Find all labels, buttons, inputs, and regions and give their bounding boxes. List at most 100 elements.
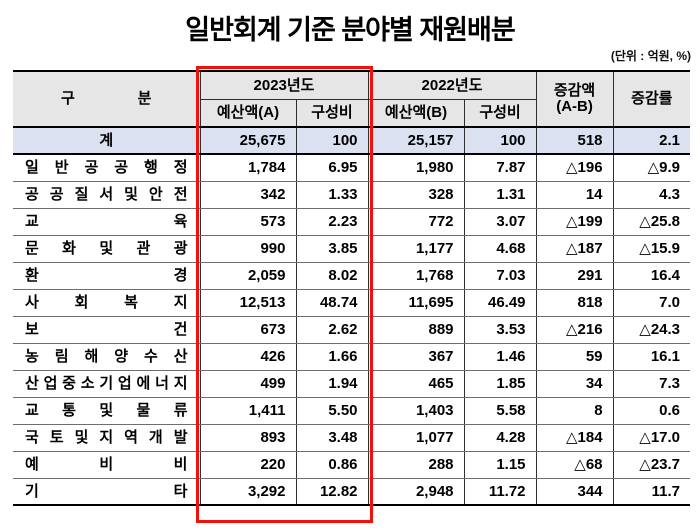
unit-note: (단위 : 억원, %) [610, 49, 691, 63]
value-cell: 1,980 [367, 154, 465, 182]
value-cell: 1,784 [199, 154, 297, 182]
value-cell: 4.28 [463, 424, 537, 452]
table-row: 문 화 및 관 광 990 3.85 1,177 4.68 △187 △15.9 [12, 235, 691, 263]
value-cell: 573 [199, 208, 297, 236]
value-cell: 499 [199, 370, 297, 398]
category-cell: 공 공 질 서 및 안 전 [12, 181, 201, 209]
table-row: 일 반 공 공 행 정 1,784 6.95 1,980 7.87 △196 △9.9 [12, 154, 691, 182]
value-cell: △25.8 [612, 208, 691, 236]
value-cell: 14 [535, 181, 614, 209]
budget-table: 구 분 2023년도 2022년도 증감액 (A-B) 증감률 예산액(A) 구… [12, 70, 691, 506]
value-cell: 1.66 [295, 343, 369, 371]
header-ratio-2023: 구성비 [295, 99, 369, 128]
table-row: 공 공 질 서 및 안 전 342 1.33 328 1.31 14 4.3 [12, 181, 691, 209]
value-cell: 1,403 [367, 397, 465, 425]
value-cell: 7.3 [612, 370, 691, 398]
value-cell: 11.72 [463, 478, 537, 506]
value-cell: 4.68 [463, 235, 537, 263]
value-cell: 465 [367, 370, 465, 398]
value-cell: △216 [535, 316, 614, 344]
value-cell: 34 [535, 370, 614, 398]
category-cell: 문 화 및 관 광 [12, 235, 201, 263]
value-cell: 1.46 [463, 343, 537, 371]
header-year-2022: 2022년도 [367, 71, 537, 100]
header-diff: 증감액 (A-B) [535, 71, 614, 128]
category-cell: 기 타 [12, 478, 201, 506]
value-cell: 2,059 [199, 262, 297, 290]
table-row: 환 경 2,059 8.02 1,768 7.03 291 16.4 [12, 262, 691, 290]
header-row-groups: 구 분 2023년도 2022년도 증감액 (A-B) 증감률 [12, 71, 691, 128]
value-cell: △68 [535, 451, 614, 479]
header-category: 구 분 [12, 71, 201, 128]
header-rate: 증감률 [612, 71, 691, 128]
value-cell: 5.50 [295, 397, 369, 425]
value-cell: 0.6 [612, 397, 691, 425]
table-row: 보 건 673 2.62 889 3.53 △216 △24.3 [12, 316, 691, 344]
value-cell: △199 [535, 208, 614, 236]
value-cell: 16.1 [612, 343, 691, 371]
value-cell: 893 [199, 424, 297, 452]
value-cell: 7.03 [463, 262, 537, 290]
value-cell: △196 [535, 154, 614, 182]
category-cell: 산 업 중 소 기 업 에 너 지 [12, 370, 201, 398]
value-cell: 48.74 [295, 289, 369, 317]
value-cell: 1,177 [367, 235, 465, 263]
table-row: 기 타 3,292 12.82 2,948 11.72 344 11.7 [12, 478, 691, 506]
header-budget-b: 예산액(B) [367, 99, 465, 128]
value-cell: 1.85 [463, 370, 537, 398]
table-header: 구 분 2023년도 2022년도 증감액 (A-B) 증감률 예산액(A) 구… [12, 71, 691, 128]
value-cell: 1,768 [367, 262, 465, 290]
value-cell: 11.7 [612, 478, 691, 506]
header-ratio-2022: 구성비 [463, 99, 537, 128]
table-row: 국 토 및 지 역 개 발 893 3.48 1,077 4.28 △184 △17.0 [12, 424, 691, 452]
table-row: 교 통 및 물 류 1,411 5.50 1,403 5.58 8 0.6 [12, 397, 691, 425]
value-cell: 5.58 [463, 397, 537, 425]
header-row-columns: 예산액(A) 구성비 예산액(B) 구성비 [13, 99, 690, 128]
value-cell: 1.15 [463, 451, 537, 479]
value-cell: 1.94 [295, 370, 369, 398]
value-cell: 12,513 [199, 289, 297, 317]
value-cell: 25,157 [367, 127, 465, 155]
value-cell: 6.95 [295, 154, 369, 182]
value-cell: 59 [535, 343, 614, 371]
value-cell: 518 [535, 127, 614, 155]
value-cell: △184 [535, 424, 614, 452]
value-cell: △23.7 [612, 451, 691, 479]
value-cell: △187 [535, 235, 614, 263]
value-cell: 3.53 [463, 316, 537, 344]
value-cell: △9.9 [612, 154, 691, 182]
value-cell: 25,675 [199, 127, 297, 155]
category-cell: 교 육 [12, 208, 201, 236]
value-cell: 3,292 [199, 478, 297, 506]
value-cell: 2,948 [367, 478, 465, 506]
category-cell: 사 회 복 지 [12, 289, 201, 317]
value-cell: 291 [535, 262, 614, 290]
header-year-2023: 2023년도 [199, 71, 369, 100]
value-cell: 1,411 [199, 397, 297, 425]
value-cell: 1,077 [367, 424, 465, 452]
value-cell: 342 [199, 181, 297, 209]
value-cell: 3.85 [295, 235, 369, 263]
value-cell: 7.87 [463, 154, 537, 182]
value-cell: 2.1 [612, 127, 691, 155]
value-cell: 288 [367, 451, 465, 479]
header-budget-a: 예산액(A) [199, 99, 297, 128]
total-row: 계 25,675 100 25,157 100 518 2.1 [12, 127, 691, 155]
category-cell: 교 통 및 물 류 [12, 397, 201, 425]
value-cell: 0.86 [295, 451, 369, 479]
category-cell: 농 림 해 양 수 산 [12, 343, 201, 371]
value-cell: 3.48 [295, 424, 369, 452]
table-body: 계 25,675 100 25,157 100 518 2.1 일 반 공 공 행 정 1,78… [12, 127, 691, 506]
category-cell: 예 비 비 [12, 451, 201, 479]
value-cell: 8 [535, 397, 614, 425]
category-cell: 국 토 및 지 역 개 발 [12, 424, 201, 452]
value-cell: 100 [295, 127, 369, 155]
value-cell: △24.3 [612, 316, 691, 344]
value-cell: 2.62 [295, 316, 369, 344]
value-cell: 344 [535, 478, 614, 506]
category-cell: 환 경 [12, 262, 201, 290]
value-cell: 673 [199, 316, 297, 344]
value-cell: 772 [367, 208, 465, 236]
value-cell: 889 [367, 316, 465, 344]
